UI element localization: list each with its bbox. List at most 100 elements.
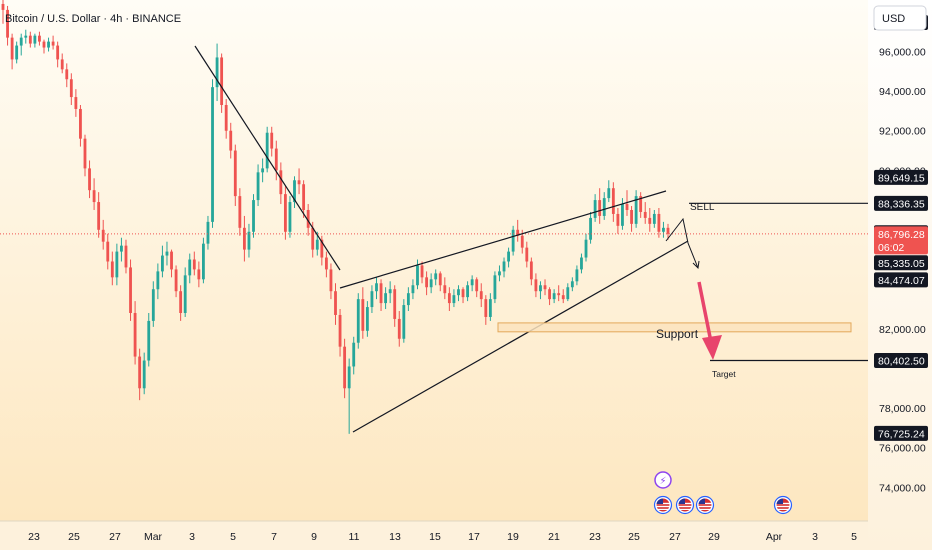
candlestick-series	[1, 0, 670, 434]
candle	[402, 299, 406, 343]
candle	[302, 180, 306, 218]
candle	[192, 251, 196, 276]
candle	[639, 192, 643, 218]
candle	[197, 261, 201, 288]
support-zone[interactable]	[497, 322, 852, 333]
currency-button-label: USD	[882, 13, 905, 25]
projected-path	[665, 217, 699, 269]
candle	[452, 289, 456, 308]
us-flag-icon-2[interactable]	[675, 495, 695, 515]
candle	[33, 33, 37, 48]
candle	[548, 287, 551, 306]
wedge-lower-line[interactable]	[352, 240, 689, 433]
candle	[343, 338, 347, 399]
candle	[470, 275, 474, 292]
candle	[270, 126, 274, 157]
svg-text:76,725.24: 76,725.24	[878, 428, 925, 440]
candle	[38, 31, 41, 46]
candle	[630, 206, 633, 232]
x-tick-label: 5	[851, 531, 857, 543]
candle	[543, 279, 547, 296]
y-tick-label: 74,000.00	[879, 482, 926, 494]
us-flag-icon-1[interactable]	[653, 495, 673, 515]
candle	[293, 176, 296, 209]
candle	[179, 285, 183, 321]
candle	[475, 277, 479, 298]
candle	[334, 283, 337, 325]
candle	[566, 283, 570, 302]
target-label: Target	[712, 369, 736, 379]
candle	[534, 273, 538, 298]
candle	[142, 352, 146, 395]
candle	[174, 265, 178, 298]
candle	[516, 219, 520, 242]
candle	[607, 180, 611, 203]
candle	[238, 188, 242, 236]
candle	[406, 287, 410, 312]
candle	[329, 263, 333, 300]
candle	[1, 0, 5, 24]
price-tag: 80,402.50	[874, 352, 928, 368]
candle	[324, 251, 328, 278]
y-tick-label: 94,000.00	[879, 86, 926, 98]
candle	[274, 140, 278, 181]
candle	[215, 43, 219, 102]
y-tick-label: 92,000.00	[879, 126, 926, 138]
candle	[42, 39, 46, 54]
candle	[447, 287, 451, 312]
x-tick-label: 19	[507, 531, 519, 543]
candle	[265, 126, 269, 173]
candle	[279, 162, 283, 205]
candle	[97, 192, 101, 238]
candle	[502, 257, 506, 278]
candle	[589, 211, 592, 244]
candle	[575, 265, 579, 286]
candle	[283, 186, 287, 240]
candle	[83, 134, 87, 177]
flash-event-icon[interactable]: ⚡	[654, 471, 672, 489]
wedge-upper-line[interactable]	[339, 190, 667, 289]
downtrend-line[interactable]	[194, 45, 341, 271]
candle	[411, 279, 415, 300]
us-flag-icon-3[interactable]	[695, 495, 715, 515]
candle	[388, 281, 392, 304]
x-tick-label: 3	[189, 531, 195, 543]
candle	[461, 287, 465, 304]
candle	[557, 285, 561, 302]
candle	[511, 225, 515, 256]
candle	[15, 41, 19, 64]
candle	[570, 277, 574, 292]
candle	[101, 219, 105, 250]
sell-label: SELL	[690, 202, 715, 213]
candle	[6, 5, 9, 46]
candle	[662, 221, 665, 238]
price-tag: 89,649.15	[874, 169, 928, 185]
candle	[183, 267, 187, 317]
candle	[88, 160, 91, 199]
us-flag-icon-4[interactable]	[773, 495, 793, 515]
candle	[211, 79, 214, 228]
svg-text:89,649.15: 89,649.15	[878, 172, 925, 184]
x-tick-label: 15	[429, 531, 441, 543]
candle	[434, 269, 438, 286]
candle	[110, 251, 114, 286]
candle	[488, 293, 492, 321]
candle	[479, 283, 483, 308]
candle	[466, 281, 470, 302]
x-tick-label: 7	[271, 531, 277, 543]
y-tick-label: 78,000.00	[879, 403, 926, 415]
candle	[106, 233, 110, 270]
candle	[539, 281, 542, 300]
candle	[247, 223, 251, 258]
candle	[598, 188, 602, 224]
currency-button[interactable]: USD	[873, 5, 927, 31]
candle	[643, 202, 647, 224]
candle	[65, 63, 69, 88]
candle	[74, 89, 78, 117]
candle	[375, 277, 378, 300]
candle	[561, 289, 565, 304]
candle	[652, 209, 656, 228]
candle	[206, 215, 210, 250]
